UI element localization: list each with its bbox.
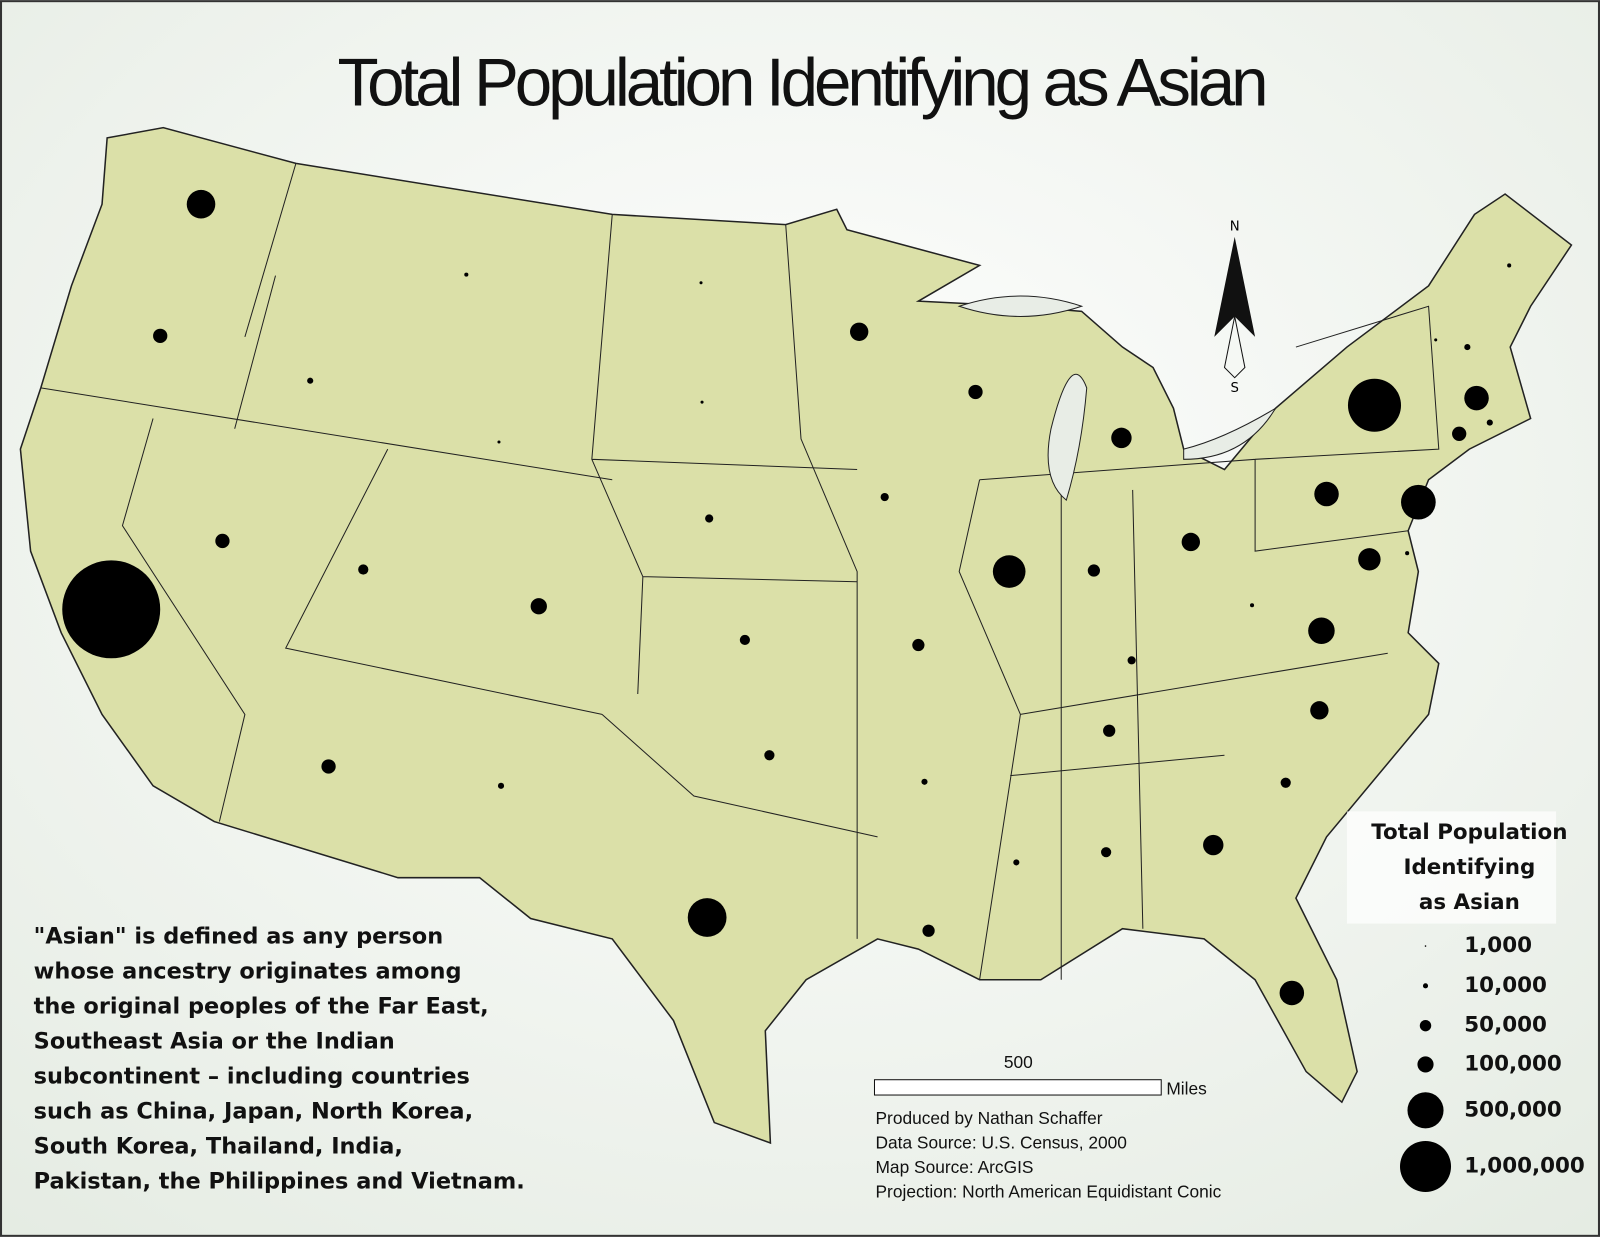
legend-label: 100,000 — [1464, 1051, 1562, 1076]
compass: N S — [1214, 220, 1256, 396]
state-dot — [1347, 378, 1402, 432]
state-dot — [530, 598, 547, 615]
scale-distance: 500 — [1004, 1052, 1033, 1072]
state-dot — [968, 384, 983, 400]
legend-symbol — [1407, 1092, 1444, 1129]
state-dot — [1203, 834, 1224, 856]
definition-line: whose ancestry originates among — [34, 958, 462, 984]
state-dot — [497, 440, 501, 444]
legend-symbol — [1424, 945, 1427, 947]
state-dot — [1452, 426, 1467, 441]
legend: Total Population Identifying as Asian 1,000… — [1371, 820, 1585, 1192]
state-dot — [880, 492, 889, 502]
definition-line: Pakistan, the Philippines and Vietnam. — [34, 1168, 525, 1194]
state-dot — [764, 750, 775, 761]
state-dot — [739, 634, 750, 646]
scale-bar — [873, 1079, 1162, 1096]
state-dot — [464, 272, 469, 277]
state-dot — [1111, 427, 1132, 449]
legend-symbol — [1419, 1019, 1432, 1032]
definition-line: South Korea, Thailand, India, — [34, 1133, 403, 1159]
state-dot — [497, 782, 505, 789]
state-dot — [1181, 532, 1200, 552]
state-borders — [40, 163, 1440, 980]
state-dot — [705, 514, 714, 523]
credit-line: Produced by Nathan Schaffer — [876, 1108, 1103, 1128]
state-dot — [1279, 980, 1305, 1006]
definition-line: subcontinent – including countries — [34, 1063, 470, 1089]
state-dot — [358, 564, 369, 575]
credit-line: Map Source: ArcGIS — [876, 1157, 1034, 1177]
credit-line: Projection: North American Equidistant C… — [876, 1182, 1222, 1202]
state-dot — [1314, 481, 1339, 507]
legend-title: Total Population — [1371, 820, 1567, 845]
definition-line: the original peoples of the Far East, — [34, 993, 489, 1019]
state-dot — [699, 281, 703, 285]
us-outline — [19, 126, 1573, 1145]
state-dot — [1434, 338, 1438, 342]
state-dot — [1101, 847, 1112, 858]
state-dot — [992, 555, 1026, 588]
legend-label: 1,000,000 — [1464, 1153, 1585, 1178]
state-dot — [1127, 656, 1136, 665]
legend-title: Identifying — [1403, 855, 1535, 880]
state-dot — [1250, 603, 1255, 608]
state-dot — [186, 189, 216, 219]
state-dot — [1507, 263, 1512, 268]
legend-symbol — [1422, 983, 1429, 989]
state-dot — [321, 759, 336, 774]
state-dot — [850, 322, 869, 341]
state-dot — [1464, 344, 1471, 351]
definition: "Asian" is defined as any person whose an… — [34, 923, 525, 1194]
state-dot — [1401, 484, 1436, 520]
state-dot — [1013, 859, 1020, 866]
state-dot — [1405, 551, 1410, 556]
legend-label: 500,000 — [1464, 1097, 1562, 1122]
great-lakes — [957, 295, 1276, 502]
state-dot — [215, 533, 230, 549]
state-dot — [1310, 701, 1329, 720]
state-dot — [307, 377, 314, 384]
compass-south: S — [1230, 381, 1238, 396]
definition-line: Southeast Asia or the Indian — [34, 1028, 395, 1054]
state-dot — [1464, 385, 1489, 411]
state-dot — [1087, 564, 1100, 577]
state-dot — [687, 898, 727, 937]
credit-line: Data Source: U.S. Census, 2000 — [876, 1133, 1127, 1153]
state-dot — [1358, 548, 1381, 571]
state-dot — [62, 560, 161, 659]
credits: Produced by Nathan Schaffer Data Source: … — [876, 1108, 1222, 1201]
legend-label: 10,000 — [1464, 973, 1547, 998]
title: Total Population Identifying as Asian — [338, 46, 1266, 121]
definition-line: such as China, Japan, North Korea, — [34, 1098, 473, 1124]
state-dot — [1280, 777, 1291, 788]
legend-title: as Asian — [1419, 890, 1520, 915]
legend-label: 50,000 — [1464, 1013, 1547, 1038]
state-dot — [1308, 617, 1335, 645]
legend-label: 1,000 — [1464, 933, 1532, 958]
legend-title-box — [1346, 811, 1557, 924]
compass-north: N — [1230, 220, 1240, 235]
state-dot — [922, 924, 935, 937]
state-dot — [153, 328, 168, 343]
scale-unit: Miles — [1166, 1079, 1207, 1099]
state-dot — [700, 400, 704, 404]
state-dots — [62, 189, 1512, 1006]
state-dot — [1103, 724, 1116, 737]
state-dot — [912, 638, 925, 652]
legend-symbol — [1400, 1140, 1452, 1192]
state-dot — [1486, 419, 1493, 426]
legend-symbol — [1417, 1056, 1434, 1073]
definition-line: "Asian" is defined as any person — [34, 923, 444, 949]
state-dot — [921, 778, 928, 785]
